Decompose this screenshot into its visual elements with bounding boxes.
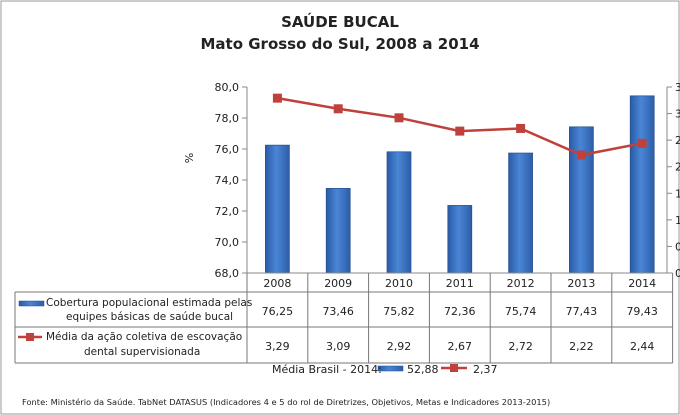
brazil-average-line-value: 2,37 [473, 363, 498, 376]
line-value-label: 3,09 [326, 340, 351, 353]
line-marker-2012 [516, 123, 526, 133]
legend-bar-swatch [18, 300, 45, 307]
legend-line-marker [26, 333, 34, 341]
left-axis-tick-label: 78,0 [215, 112, 240, 125]
chart-subtitle: Mato Grosso do Sul, 2008 a 2014 [200, 35, 479, 53]
right-axis-tick-label: 1,0 [675, 214, 680, 227]
x-category-label: 2011 [446, 277, 474, 290]
line-marker-2008 [272, 93, 282, 103]
brazil-bar-swatch [377, 365, 404, 372]
x-category-label: 2010 [385, 277, 413, 290]
line-marker-2011 [455, 126, 465, 136]
line-value-label: 3,29 [265, 340, 290, 353]
line-value-label: 2,44 [630, 340, 655, 353]
left-axis-tick-label: 74,0 [215, 174, 240, 187]
left-axis-tick-label: 76,0 [215, 143, 240, 156]
bar-2010 [386, 151, 412, 274]
line-marker-2010 [394, 113, 404, 123]
legend-line-label-line2: dental supervisionada [84, 346, 200, 358]
right-axis-tick-label: 3,0 [675, 108, 680, 121]
line-marker-2009 [333, 104, 343, 114]
source-note: Fonte: Ministério da Saúde. TabNet DATAS… [22, 397, 550, 407]
x-category-label: 2009 [324, 277, 352, 290]
right-axis-tick-label: 0,5 [675, 240, 680, 253]
line-value-label: 2,92 [387, 340, 412, 353]
bar-2011 [447, 205, 473, 274]
line-marker-2014 [637, 138, 647, 148]
line-value-label: 2,22 [569, 340, 594, 353]
legend-bar-label-line1: Cobertura populacional estimada pelas [46, 297, 252, 309]
brazil-line-marker [450, 364, 458, 372]
right-axis-tick-label: 1,5 [675, 187, 680, 200]
bar-value-label: 75,82 [383, 305, 415, 318]
legend-bar-label-line2: equipes básicas de saúde bucal [66, 311, 233, 323]
left-axis-tick-label: 80,0 [215, 81, 240, 94]
x-category-label: 2008 [263, 277, 291, 290]
x-category-label: 2012 [507, 277, 535, 290]
y-axis-label: % [183, 153, 196, 163]
line-value-label: 2,72 [508, 340, 533, 353]
x-category-label: 2014 [628, 277, 656, 290]
x-category-label: 2013 [567, 277, 595, 290]
bar-2012 [508, 152, 533, 274]
bar-2009 [325, 188, 351, 274]
bar-value-label: 79,43 [626, 305, 658, 318]
bar-value-label: 77,43 [566, 305, 598, 318]
right-axis-tick-label: 2,5 [675, 134, 680, 147]
brazil-average-bar-value: 52,88 [407, 363, 439, 376]
bar-value-label: 75,74 [505, 305, 537, 318]
line-marker-2013 [576, 150, 586, 160]
bar-value-label: 76,25 [262, 305, 294, 318]
bar-value-label: 73,46 [322, 305, 354, 318]
brazil-average-label: Média Brasil - 2014: [272, 363, 382, 376]
left-axis-tick-label: 70,0 [215, 236, 240, 249]
bar-2013 [569, 126, 594, 274]
right-axis-tick-label: 3,5 [675, 81, 680, 94]
left-axis-tick-label: 72,0 [215, 205, 240, 218]
bar-2014 [629, 95, 655, 274]
left-axis-tick-label: 68,0 [215, 267, 240, 280]
bar-2008 [265, 144, 290, 274]
legend-line-label-line1: Média da ação coletiva de escovação [46, 331, 242, 343]
bar-value-label: 72,36 [444, 305, 476, 318]
right-axis-tick-label: 0,0 [675, 267, 680, 280]
line-value-label: 2,67 [448, 340, 473, 353]
right-axis-tick-label: 2,0 [675, 161, 680, 174]
chart-title: SAÚDE BUCAL [281, 12, 399, 31]
